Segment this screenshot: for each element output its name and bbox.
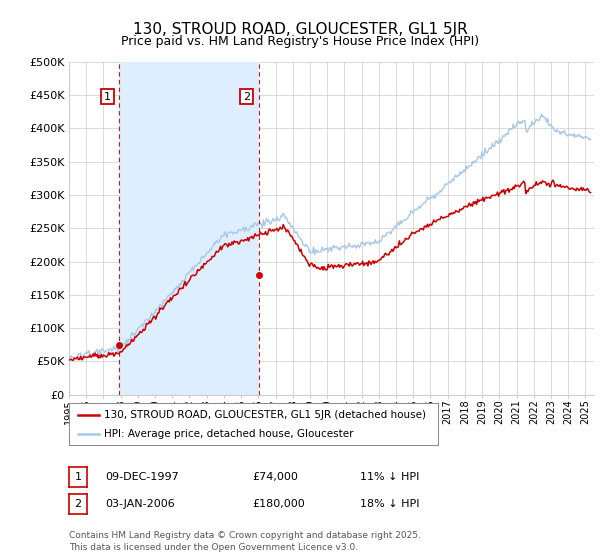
Text: £180,000: £180,000 <box>252 499 305 509</box>
Text: 130, STROUD ROAD, GLOUCESTER, GL1 5JR (detached house): 130, STROUD ROAD, GLOUCESTER, GL1 5JR (d… <box>104 409 426 419</box>
Text: 1: 1 <box>104 92 111 101</box>
Text: 2: 2 <box>74 499 82 509</box>
Text: £74,000: £74,000 <box>252 472 298 482</box>
Text: HPI: Average price, detached house, Gloucester: HPI: Average price, detached house, Glou… <box>104 429 353 439</box>
Text: Contains HM Land Registry data © Crown copyright and database right 2025.
This d: Contains HM Land Registry data © Crown c… <box>69 531 421 552</box>
Text: 2: 2 <box>243 92 250 101</box>
Text: 130, STROUD ROAD, GLOUCESTER, GL1 5JR: 130, STROUD ROAD, GLOUCESTER, GL1 5JR <box>133 22 467 38</box>
Text: 09-DEC-1997: 09-DEC-1997 <box>105 472 179 482</box>
Text: 18% ↓ HPI: 18% ↓ HPI <box>360 499 419 509</box>
Text: 1: 1 <box>74 472 82 482</box>
Bar <box>119 62 259 395</box>
Text: Price paid vs. HM Land Registry's House Price Index (HPI): Price paid vs. HM Land Registry's House … <box>121 35 479 48</box>
Text: 03-JAN-2006: 03-JAN-2006 <box>105 499 175 509</box>
Text: 11% ↓ HPI: 11% ↓ HPI <box>360 472 419 482</box>
